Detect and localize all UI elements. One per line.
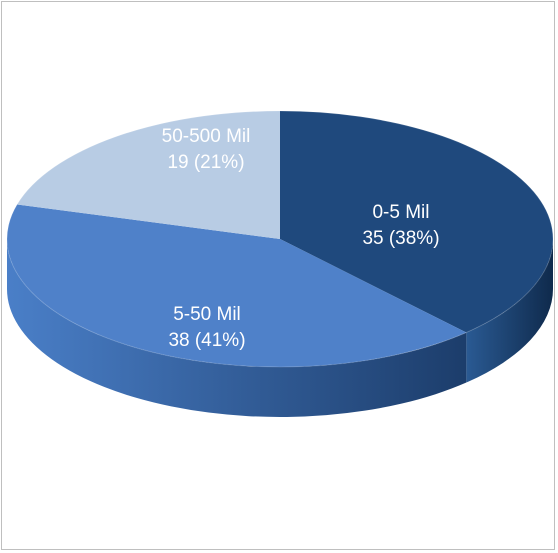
pie-tops [6,110,554,368]
pie-labels: 0-5 Mil 35 (38%) 5-50 Mil 38 (41%) 50-50… [162,126,440,351]
pie-slice-0-5-mil [280,111,553,333]
slice-value-0-5-mil: 35 (38%) [362,228,439,249]
pie-sides [7,239,553,417]
slice-value-5-50-mil: 38 (41%) [168,330,245,351]
pie-side-0-5-mil [466,239,553,383]
pie-slice-5-50-mil [7,204,467,367]
slice-label-50-500-mil: 50-500 Mil [162,126,251,147]
slice-label-0-5-mil: 0-5 Mil [372,202,429,223]
pie-rim [6,110,554,368]
pie-side-5-50-mil [7,239,467,417]
slice-value-50-500-mil: 19 (21%) [167,152,244,173]
pie-slice-50-500-mil [17,111,280,239]
slice-label-5-50-mil: 5-50 Mil [173,304,241,325]
